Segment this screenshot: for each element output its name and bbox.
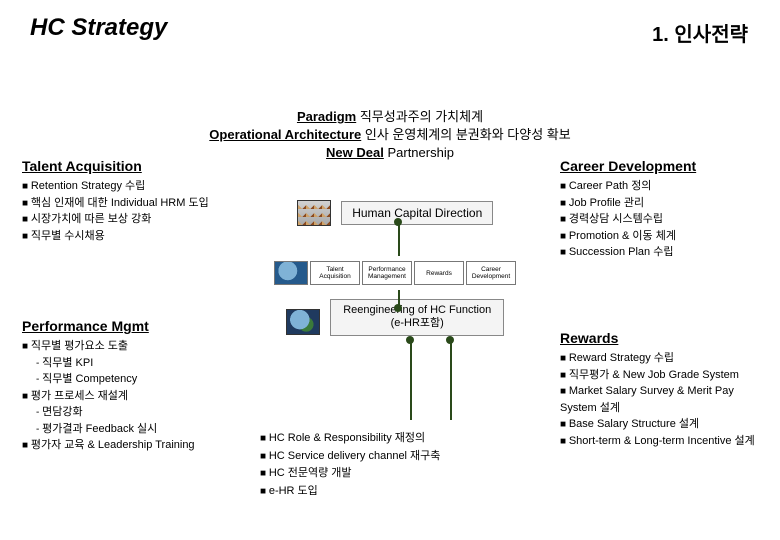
tiny-box: Talent Acquisition: [310, 261, 360, 285]
talent-acquisition-list: Retention Strategy 수립 핵심 인재에 대한 Individu…: [22, 178, 252, 244]
paradigm-label-1: Paradigm: [297, 109, 356, 124]
list-item: e-HR 도입: [260, 483, 540, 501]
list-item: 직무별 수시채용: [22, 228, 252, 245]
performance-mgmt-section: Performance Mgmt 직무별 평가요소 도출 직무별 KPI 직무별…: [22, 318, 252, 454]
list-item: Reward Strategy 수립: [560, 350, 760, 367]
list-item: Job Profile 관리: [560, 195, 760, 212]
reengineering-box: Reengineering of HC Function (e-HR포함): [330, 299, 504, 335]
career-development-list: Career Path 정의 Job Profile 관리 경력상담 시스템수립…: [560, 178, 760, 261]
list-item: HC Service delivery channel 재구축: [260, 448, 540, 466]
reeng-line-2: (e-HR포함): [391, 317, 444, 329]
connector-line: [410, 340, 412, 420]
list-item: HC Role & Responsibility 재정의: [260, 430, 540, 448]
list-item: 경력상담 시스템수립: [560, 211, 760, 228]
list-item: 평가자 교육 & Leadership Training: [22, 437, 252, 454]
tiny-box: Rewards: [414, 261, 464, 285]
performance-mgmt-list: 직무별 평가요소 도출 직무별 KPI 직무별 Competency 평가 프로…: [22, 338, 252, 454]
talent-acquisition-section: Talent Acquisition Retention Strategy 수립…: [22, 158, 252, 244]
list-item: 직무별 평가요소 도출: [22, 338, 252, 355]
connector-dot: [394, 218, 402, 226]
page-title-right: 1. 인사전략: [652, 18, 748, 47]
list-item: 직무평가 & New Job Grade System: [560, 367, 760, 384]
paradigm-label-3: New Deal: [326, 145, 384, 160]
list-item: 평가 프로세스 재설계: [22, 388, 252, 405]
list-item: 면담강화: [22, 404, 252, 421]
hc-role-list: HC Role & Responsibility 재정의 HC Service …: [260, 430, 540, 500]
tiny-box-row: Talent Acquisition Performance Managemen…: [265, 261, 525, 285]
globe-image-icon: [274, 261, 308, 285]
list-item: Base Salary Structure 설계: [560, 416, 760, 433]
list-item: 시장가치에 따른 보상 강화: [22, 211, 252, 228]
tiny-box: Performance Management: [362, 261, 412, 285]
list-item: 핵심 인재에 대한 Individual HRM 도입: [22, 195, 252, 212]
paradigm-label-2: Operational Architecture: [209, 127, 361, 142]
talent-acquisition-title: Talent Acquisition: [22, 158, 252, 174]
rewards-title: Rewards: [560, 330, 760, 346]
hc-direction-box: Human Capital Direction: [341, 201, 493, 225]
reeng-line-1: Reengineering of HC Function: [343, 304, 491, 316]
rewards-list: Reward Strategy 수립 직무평가 & New Job Grade …: [560, 350, 760, 449]
rewards-section: Rewards Reward Strategy 수립 직무평가 & New Jo…: [560, 330, 760, 449]
connector-dot: [394, 304, 402, 312]
connector-dot: [406, 336, 414, 344]
career-development-section: Career Development Career Path 정의 Job Pr…: [560, 158, 760, 261]
career-development-title: Career Development: [560, 158, 760, 174]
performance-mgmt-title: Performance Mgmt: [22, 318, 252, 334]
paradigm-text-2: 인사 운영체계의 분권화와 다양성 확보: [365, 127, 571, 142]
list-item: Market Salary Survey & Merit Pay System …: [560, 383, 760, 416]
list-item: Promotion & 이동 체계: [560, 228, 760, 245]
second-image-icon: [286, 309, 320, 335]
list-item: Career Path 정의: [560, 178, 760, 195]
connector-line: [398, 222, 400, 256]
list-item: Retention Strategy 수립: [22, 178, 252, 195]
list-item: Succession Plan 수립: [560, 244, 760, 261]
list-item: HC 전문역량 개발: [260, 465, 540, 483]
list-item: 직무별 Competency: [22, 371, 252, 388]
paradigm-text-3: Partnership: [387, 145, 453, 160]
page-title-left: HC Strategy: [30, 14, 167, 42]
list-item: 평가결과 Feedback 실시: [22, 421, 252, 438]
connector-dot: [446, 336, 454, 344]
diagram-image-icon: [297, 200, 331, 226]
tiny-box: Career Development: [466, 261, 516, 285]
paradigm-block: Paradigm 직무성과주의 가치체계 Operational Archite…: [150, 108, 630, 163]
list-item: Short-term & Long-term Incentive 설계: [560, 433, 760, 450]
connector-line: [450, 340, 452, 420]
list-item: 직무별 KPI: [22, 355, 252, 372]
paradigm-text-1: 직무성과주의 가치체계: [360, 109, 483, 124]
